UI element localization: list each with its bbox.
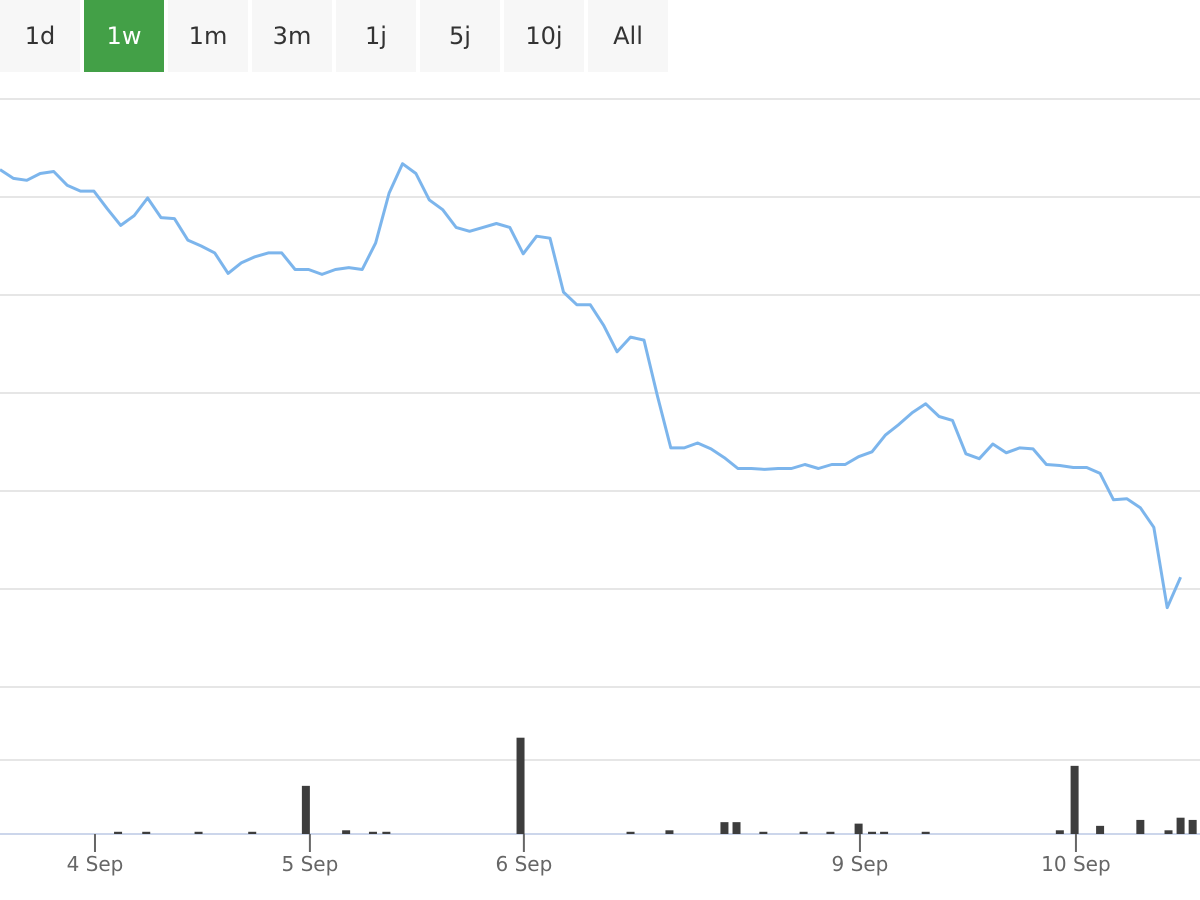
volume-bar	[301, 785, 310, 834]
range-selector: 1d 1w 1m 3m 1j 5j 10j All	[0, 0, 668, 72]
range-button[interactable]: 1w	[84, 0, 164, 72]
volume-bar	[868, 831, 877, 834]
volume-bar	[342, 830, 351, 834]
volume-bar	[368, 831, 377, 834]
volume-bar	[1055, 830, 1064, 834]
x-tick-label: 5 Sep	[282, 852, 339, 876]
range-button[interactable]: 5j	[420, 0, 500, 72]
volume-bar	[732, 822, 741, 834]
volume-bar	[1176, 817, 1185, 834]
volume-bar	[799, 831, 808, 834]
volume-bar	[248, 831, 257, 834]
volume-bar	[759, 831, 768, 834]
volume-bar	[142, 831, 151, 834]
volume-bar	[1070, 765, 1079, 834]
volume-bar	[826, 831, 835, 834]
volume-bar	[382, 831, 391, 834]
x-tick-label: 9 Sep	[832, 852, 889, 876]
range-button[interactable]: 1j	[336, 0, 416, 72]
volume-bar	[114, 831, 123, 834]
volume-bar	[1164, 830, 1173, 834]
range-button[interactable]: 3m	[252, 0, 332, 72]
range-button[interactable]: 1d	[0, 0, 80, 72]
volume-bar	[1136, 819, 1145, 834]
x-tick-label: 10 Sep	[1041, 852, 1111, 876]
volume-bar	[854, 823, 863, 834]
price-line	[0, 162, 1182, 610]
volume-bar	[1188, 819, 1197, 834]
grid	[0, 98, 1200, 761]
x-tick-label: 6 Sep	[495, 852, 552, 876]
volume-bar	[626, 831, 635, 834]
volume-bar	[194, 831, 203, 834]
volume-bar	[921, 831, 930, 834]
volume-bar	[880, 831, 889, 834]
range-button[interactable]: All	[588, 0, 668, 72]
range-button[interactable]: 1m	[168, 0, 248, 72]
volume-bar	[516, 737, 525, 834]
volume-bar	[720, 822, 729, 834]
range-button[interactable]: 10j	[504, 0, 584, 72]
x-tick-label: 4 Sep	[67, 852, 124, 876]
volume-bar	[1096, 825, 1105, 834]
volume-bar	[665, 830, 674, 834]
